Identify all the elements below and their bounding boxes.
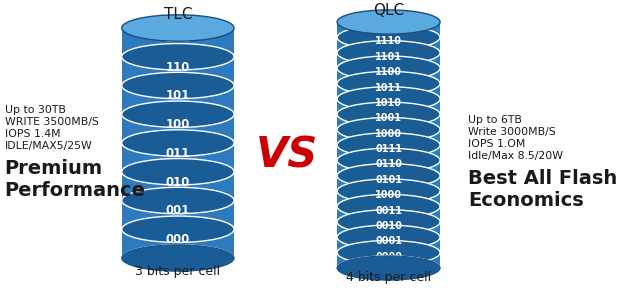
Text: TLC: TLC	[164, 6, 192, 21]
Ellipse shape	[122, 158, 234, 185]
Ellipse shape	[337, 25, 440, 49]
Bar	[122, 114, 234, 143]
Ellipse shape	[337, 148, 440, 173]
Text: Up to 6TB: Up to 6TB	[468, 115, 522, 125]
Text: 3 bits per cell: 3 bits per cell	[135, 266, 220, 278]
Ellipse shape	[337, 164, 440, 188]
Text: 0011: 0011	[375, 206, 402, 216]
Bar	[337, 130, 440, 145]
Bar	[337, 37, 440, 53]
Bar	[337, 99, 440, 114]
Text: 111: 111	[166, 32, 190, 45]
Ellipse shape	[337, 10, 440, 34]
Text: Best All Flash
Economics: Best All Flash Economics	[468, 169, 618, 210]
Ellipse shape	[337, 256, 440, 280]
Text: 1010: 1010	[375, 98, 402, 108]
Text: VS: VS	[257, 134, 319, 176]
Ellipse shape	[337, 72, 440, 95]
Bar	[122, 57, 234, 86]
Text: 0010: 0010	[375, 221, 402, 231]
Ellipse shape	[337, 87, 440, 111]
Bar	[122, 172, 234, 200]
Text: Up to 30TB: Up to 30TB	[4, 105, 65, 115]
Ellipse shape	[337, 225, 440, 249]
Text: 0001: 0001	[375, 236, 402, 246]
Bar	[122, 143, 234, 172]
Ellipse shape	[337, 240, 440, 265]
Ellipse shape	[122, 216, 234, 243]
Text: 0111: 0111	[375, 144, 402, 154]
Ellipse shape	[122, 187, 234, 214]
Bar	[337, 84, 440, 99]
Text: IOPS 1.OM: IOPS 1.OM	[468, 139, 525, 149]
Text: 100: 100	[166, 118, 190, 131]
Text: IDLE/MAX5/25W: IDLE/MAX5/25W	[4, 141, 92, 151]
Bar	[337, 22, 440, 37]
Text: 0101: 0101	[375, 175, 402, 185]
Ellipse shape	[122, 130, 234, 156]
Text: 1111: 1111	[375, 21, 402, 31]
Text: 0110: 0110	[375, 159, 402, 169]
Bar	[337, 176, 440, 191]
Bar	[337, 68, 440, 84]
Ellipse shape	[122, 101, 234, 127]
Text: 1001: 1001	[375, 113, 402, 123]
Ellipse shape	[122, 15, 234, 41]
Text: 1011: 1011	[375, 83, 402, 92]
Text: 1000: 1000	[375, 129, 402, 139]
Ellipse shape	[122, 245, 234, 271]
Bar	[122, 86, 234, 114]
Text: 010: 010	[166, 176, 190, 189]
Bar	[122, 28, 234, 57]
Text: 000: 000	[166, 233, 190, 246]
Text: Idle/Max 8.5/20W: Idle/Max 8.5/20W	[468, 151, 563, 161]
Ellipse shape	[337, 133, 440, 157]
Text: 4 bits per cell: 4 bits per cell	[346, 271, 431, 285]
Bar	[122, 28, 142, 258]
Ellipse shape	[337, 118, 440, 142]
Bar	[122, 200, 234, 229]
Ellipse shape	[337, 194, 440, 219]
Ellipse shape	[337, 210, 440, 234]
Bar	[337, 237, 440, 253]
Ellipse shape	[337, 102, 440, 126]
Bar	[337, 222, 440, 237]
Text: QLC: QLC	[373, 2, 404, 17]
Bar	[337, 22, 356, 268]
Ellipse shape	[122, 72, 234, 99]
Text: IOPS 1.4M: IOPS 1.4M	[4, 129, 60, 139]
Text: 1000: 1000	[375, 190, 402, 200]
Bar	[337, 53, 440, 68]
Text: 1110: 1110	[375, 37, 402, 46]
Text: Write 3000MB/S: Write 3000MB/S	[468, 127, 556, 137]
Bar	[337, 191, 440, 207]
Text: 110: 110	[166, 61, 190, 74]
Ellipse shape	[122, 245, 234, 271]
Ellipse shape	[337, 41, 440, 65]
Ellipse shape	[337, 179, 440, 203]
Bar	[337, 145, 440, 160]
Bar	[122, 229, 234, 258]
Ellipse shape	[337, 56, 440, 80]
Text: 011: 011	[166, 147, 190, 160]
Bar	[337, 160, 440, 176]
Bar	[337, 253, 440, 268]
Text: 0000: 0000	[375, 252, 402, 262]
Text: 101: 101	[166, 89, 190, 103]
Text: 1100: 1100	[375, 67, 402, 77]
Text: 1101: 1101	[375, 52, 402, 62]
Ellipse shape	[122, 44, 234, 70]
Ellipse shape	[337, 256, 440, 280]
Text: Premium
Performance: Premium Performance	[4, 159, 146, 200]
Bar	[337, 114, 440, 130]
Bar	[337, 207, 440, 222]
Text: WRITE 3500MB/S: WRITE 3500MB/S	[4, 117, 99, 127]
Text: 001: 001	[166, 204, 190, 217]
